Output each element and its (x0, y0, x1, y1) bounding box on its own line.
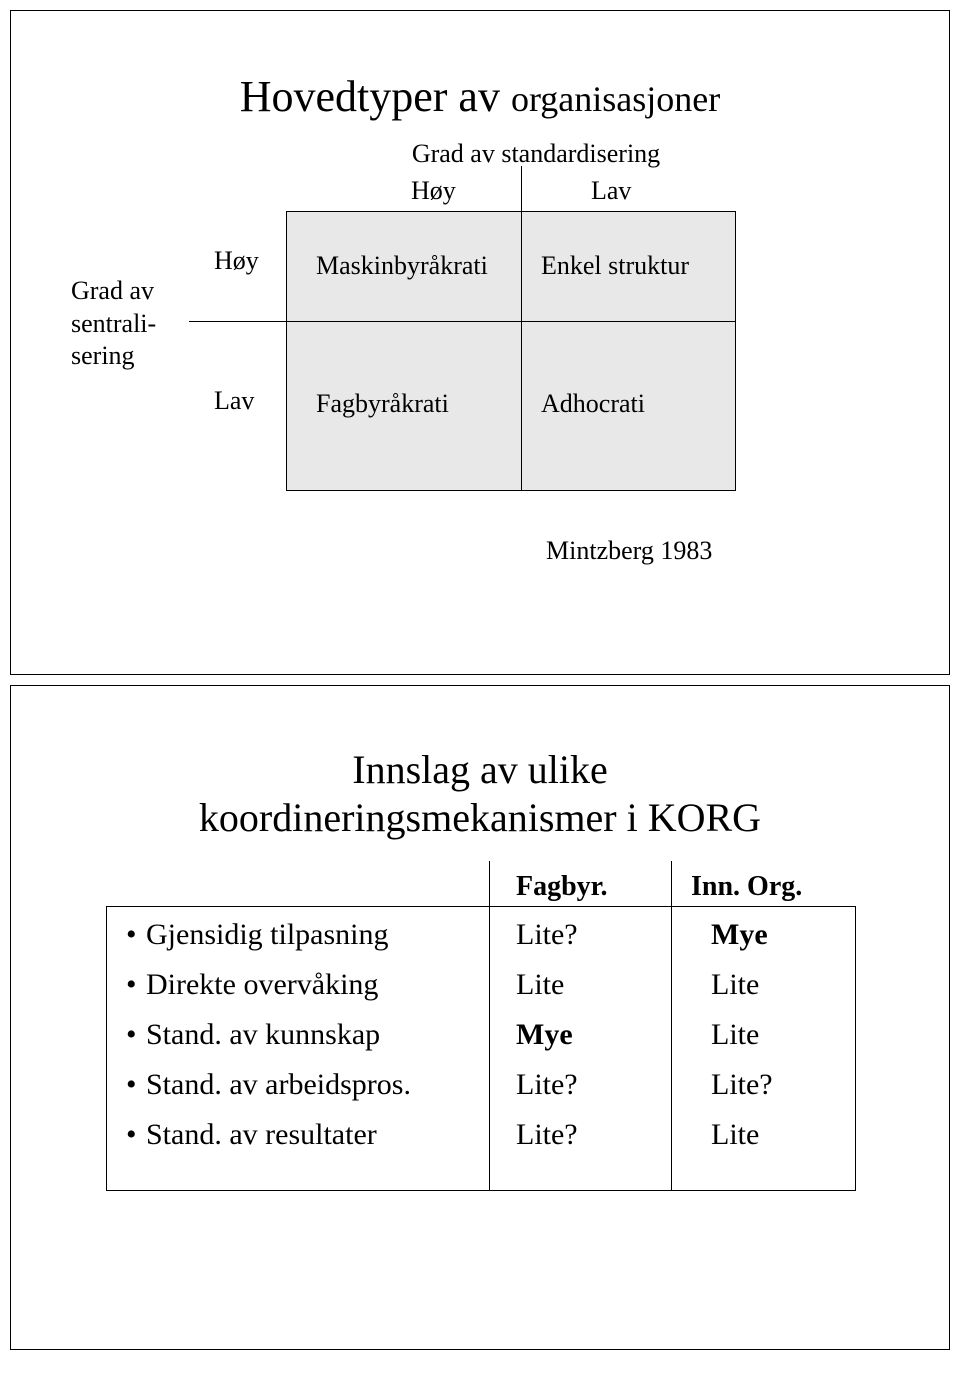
row-axis-label-2: sentrali- (71, 309, 156, 339)
matrix-horizontal-divider (189, 321, 736, 322)
column-low-label: Lav (591, 176, 631, 206)
quadrant-top-left: Maskinbyråkrati (316, 251, 488, 281)
table-cell: Lite? (516, 1118, 578, 1152)
table-cell: Lite (711, 1018, 759, 1052)
row-axis-label-1: Grad av (71, 276, 154, 306)
table-cell: Mye (711, 918, 768, 952)
table-cell: Lite (711, 968, 759, 1002)
slide1-title: Hovedtyper av organisasjoner (11, 71, 949, 122)
row-label: Gjensidig tilpasning (146, 918, 389, 951)
table-row: •Stand. av kunnskap (126, 1018, 380, 1052)
table-cell: Lite (516, 968, 564, 1002)
slide-2: Innslag av ulike koordineringsmekanismer… (10, 685, 950, 1350)
column-high-label: Høy (411, 176, 456, 206)
title-line-2: koordineringsmekanismer i KORG (199, 795, 761, 840)
table-row: •Gjensidig tilpasning (126, 918, 389, 952)
table-cell: Lite? (711, 1068, 773, 1102)
table-row: •Direkte overvåking (126, 968, 378, 1002)
bullet-icon: • (126, 1068, 146, 1102)
table-vertical-divider-1 (489, 861, 490, 1191)
table-row: •Stand. av arbeidspros. (126, 1068, 411, 1102)
matrix-vertical-divider (521, 166, 522, 491)
quadrant-top-right: Enkel struktur (541, 251, 689, 281)
quadrant-bottom-left: Fagbyråkrati (316, 389, 449, 419)
title-sub: organisasjoner (511, 79, 720, 119)
row-label: Stand. av kunnskap (146, 1018, 380, 1051)
table-cell: Lite? (516, 1068, 578, 1102)
bullet-icon: • (126, 1118, 146, 1152)
title-line-1: Innslag av ulike (352, 747, 608, 792)
table-cell: Lite (711, 1118, 759, 1152)
row-high-label: Høy (214, 246, 259, 276)
row-label: Stand. av resultater (146, 1118, 377, 1151)
source-citation: Mintzberg 1983 (546, 536, 712, 566)
table-header-2: Inn. Org. (691, 871, 802, 903)
row-label: Stand. av arbeidspros. (146, 1068, 411, 1101)
row-low-label: Lav (214, 386, 254, 416)
table-header-1: Fagbyr. (516, 871, 608, 903)
slide-1: Hovedtyper av organisasjoner Grad av sta… (10, 10, 950, 675)
quadrant-bottom-right: Adhocrati (541, 389, 645, 419)
table-vertical-divider-2 (671, 861, 672, 1191)
title-main: Hovedtyper av (240, 72, 511, 121)
table-row: •Stand. av resultater (126, 1118, 377, 1152)
bullet-icon: • (126, 1018, 146, 1052)
table-cell: Mye (516, 1018, 573, 1052)
bullet-icon: • (126, 918, 146, 952)
row-label: Direkte overvåking (146, 968, 378, 1001)
table-cell: Lite? (516, 918, 578, 952)
bullet-icon: • (126, 968, 146, 1002)
row-axis-label-3: sering (71, 341, 135, 371)
slide2-title: Innslag av ulike koordineringsmekanismer… (11, 746, 949, 842)
column-axis-label: Grad av standardisering (366, 139, 706, 169)
